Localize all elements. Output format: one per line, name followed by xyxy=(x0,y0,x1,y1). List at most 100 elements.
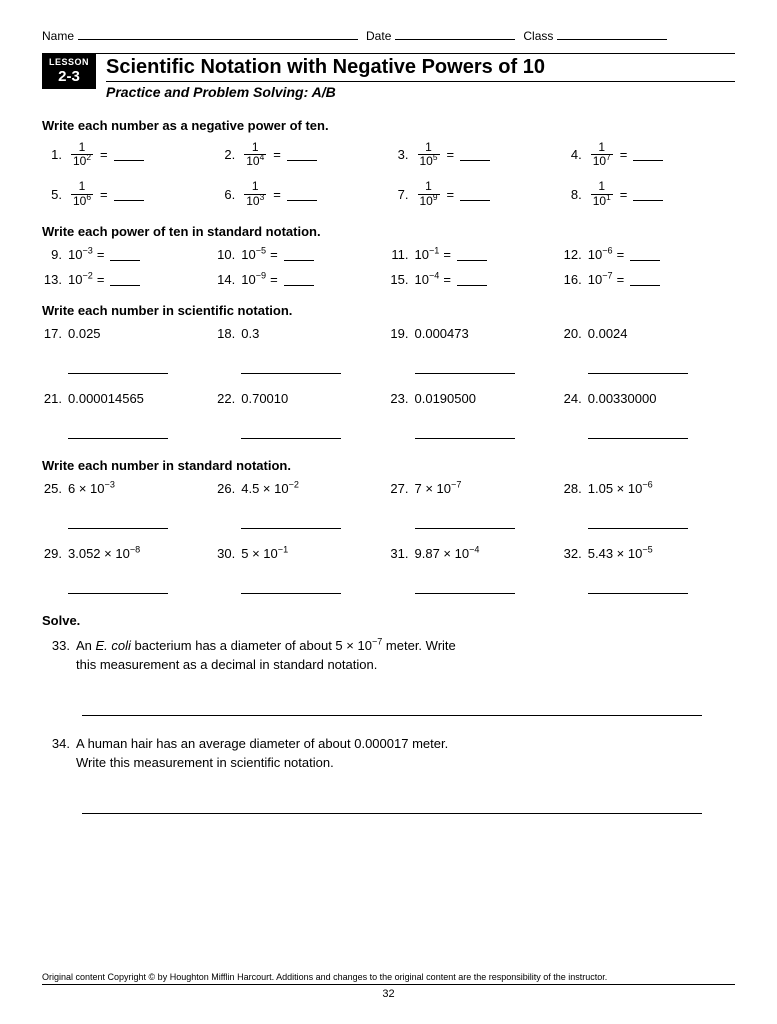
class-label: Class xyxy=(523,29,553,43)
sci-notation-expr: 5.43 × 10−5 xyxy=(588,546,653,561)
answer-blank[interactable] xyxy=(68,581,168,594)
question-cell: 21. 0.000014565 xyxy=(42,391,215,442)
question-cell: 10. 10−5 = xyxy=(215,247,388,262)
answer-blank[interactable] xyxy=(630,248,660,261)
sci-notation-expr: 5 × 10−1 xyxy=(241,546,288,561)
question-number: 12. xyxy=(562,247,582,262)
question-cell: 25.6 × 10−3 xyxy=(42,481,215,532)
question-number: 21. xyxy=(42,391,62,406)
answer-blank[interactable] xyxy=(588,516,688,529)
question-cell: 22.0.70010 xyxy=(215,391,388,442)
power-expr: 10−1 xyxy=(415,247,440,262)
question-cell: 13.10−2= xyxy=(42,272,215,287)
answer-blank[interactable] xyxy=(633,148,663,161)
equals-sign: = xyxy=(100,187,108,202)
sci-notation-expr: 9.87 × 10−4 xyxy=(415,546,480,561)
section2-heading: Write each power of ten in standard nota… xyxy=(42,224,735,239)
power-expr: 10−9 xyxy=(241,272,266,287)
answer-blank[interactable] xyxy=(588,581,688,594)
answer-blank[interactable] xyxy=(415,581,515,594)
answer-blank[interactable] xyxy=(415,426,515,439)
decimal-value: 0.000014565 xyxy=(68,391,144,406)
decimal-value: 0.025 xyxy=(68,326,101,341)
answer-blank[interactable] xyxy=(284,273,314,286)
answer-blank[interactable] xyxy=(630,273,660,286)
question-cell: 5.1106= xyxy=(42,180,215,207)
class-blank[interactable] xyxy=(557,28,667,40)
question-cell: 6.1103= xyxy=(215,180,388,207)
lesson-label: LESSON xyxy=(42,57,96,67)
question-cell: 28.1.05 × 10−6 xyxy=(562,481,735,532)
answer-blank[interactable] xyxy=(241,581,341,594)
answer-blank[interactable] xyxy=(588,426,688,439)
question-cell: 15.10−4= xyxy=(389,272,562,287)
question-cell: 30.5 × 10−1 xyxy=(215,546,388,597)
question-number: 2. xyxy=(215,147,235,162)
worksheet-header: Name Date Class xyxy=(42,28,735,43)
answer-blank[interactable] xyxy=(415,361,515,374)
answer-blank[interactable] xyxy=(457,248,487,261)
question-number: 18. xyxy=(215,326,235,341)
answer-blank[interactable] xyxy=(110,273,140,286)
answer-blank[interactable] xyxy=(68,516,168,529)
question-cell: 17.0.025 xyxy=(42,326,215,377)
answer-blank[interactable] xyxy=(460,148,490,161)
question-number: 1. xyxy=(42,147,62,162)
question-cell: 29.3.052 × 10−8 xyxy=(42,546,215,597)
equals-sign: = xyxy=(270,247,278,262)
name-label: Name xyxy=(42,29,74,43)
date-blank[interactable] xyxy=(395,28,515,40)
answer-blank[interactable] xyxy=(241,361,341,374)
equals-sign: = xyxy=(97,247,105,262)
answer-blank[interactable] xyxy=(457,273,487,286)
equals-sign: = xyxy=(447,147,455,162)
q33-answer-blank[interactable] xyxy=(82,703,702,716)
answer-blank[interactable] xyxy=(287,188,317,201)
answer-blank[interactable] xyxy=(68,361,168,374)
question-cell: 18.0.3 xyxy=(215,326,388,377)
answer-blank[interactable] xyxy=(241,516,341,529)
answer-blank[interactable] xyxy=(633,188,663,201)
decimal-value: 0.00330000 xyxy=(588,391,657,406)
power-expr: 10−5 xyxy=(241,247,266,262)
answer-blank[interactable] xyxy=(114,188,144,201)
question-cell: 12.10−6= xyxy=(562,247,735,262)
question-number: 11. xyxy=(389,247,409,262)
question-number: 26. xyxy=(215,481,235,496)
q33-text-a: An xyxy=(76,638,96,653)
answer-blank[interactable] xyxy=(110,248,140,261)
answer-blank[interactable] xyxy=(588,361,688,374)
answer-blank[interactable] xyxy=(114,148,144,161)
sci-notation-expr: 3.052 × 10−8 xyxy=(68,546,140,561)
answer-blank[interactable] xyxy=(284,248,314,261)
answer-blank[interactable] xyxy=(68,426,168,439)
question-number: 10. xyxy=(215,247,235,262)
section4-grid: 25.6 × 10−326.4.5 × 10−227.7 × 10−728.1.… xyxy=(42,481,735,597)
question-cell: 9.10−3= xyxy=(42,247,215,262)
question-number: 25. xyxy=(42,481,62,496)
page-number: 32 xyxy=(42,988,735,1000)
fraction: 1101 xyxy=(591,180,613,207)
decimal-value: 0.0024 xyxy=(588,326,628,341)
question-number: 9. xyxy=(42,247,62,262)
decimal-value: 0.0190500 xyxy=(415,391,476,406)
title-block: LESSON 2-3 Scientific Notation with Nega… xyxy=(42,53,735,100)
q34-answer-blank[interactable] xyxy=(82,801,702,814)
answer-blank[interactable] xyxy=(241,426,341,439)
lesson-number: 2-3 xyxy=(42,68,96,85)
question-number: 5. xyxy=(42,187,62,202)
answer-blank[interactable] xyxy=(287,148,317,161)
fraction: 1107 xyxy=(591,141,613,168)
answer-blank[interactable] xyxy=(460,188,490,201)
question-cell: 1.1102= xyxy=(42,141,215,168)
lesson-badge: LESSON 2-3 xyxy=(42,54,96,89)
answer-blank[interactable] xyxy=(415,516,515,529)
name-blank[interactable] xyxy=(78,28,358,40)
question-number: 23. xyxy=(389,391,409,406)
power-expr: 10−4 xyxy=(415,272,440,287)
sci-notation-expr: 4.5 × 10−2 xyxy=(241,481,299,496)
question-number: 16. xyxy=(562,272,582,287)
decimal-value: 0.000473 xyxy=(415,326,469,341)
question-33: 33. An E. coli bacterium has a diameter … xyxy=(48,636,735,675)
power-expr: 10−2 xyxy=(68,272,93,287)
